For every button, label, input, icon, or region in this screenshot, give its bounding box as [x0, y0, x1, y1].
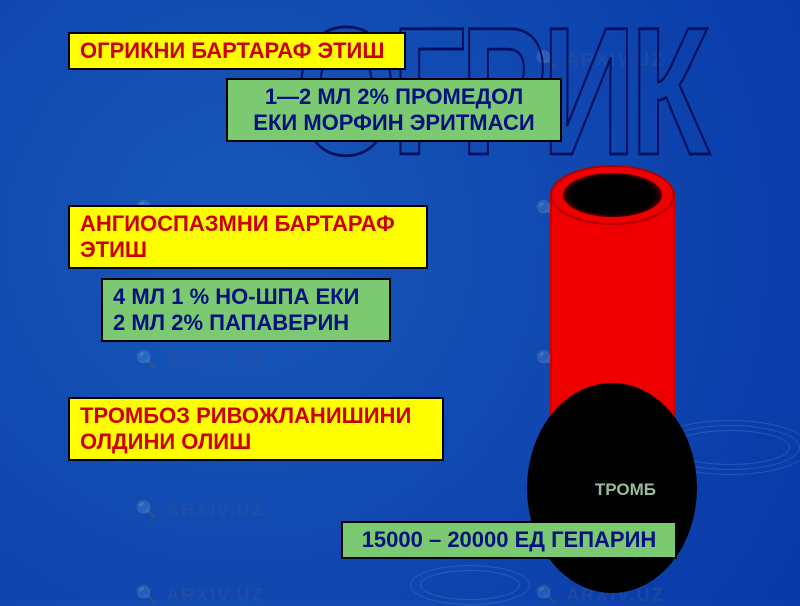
watermark-text: ARXIV.UZ: [135, 350, 264, 371]
box-text: ОГРИКНИ БАРТАРАФ ЭТИШ: [80, 38, 384, 63]
heparin-box: 15000 – 20000 ЕД ГЕПАРИН: [341, 521, 677, 559]
box-line: 4 МЛ 1 % НО-ШПА ЕКИ: [113, 284, 379, 310]
thrombosis-prevention-heading: ТРОМБОЗ РИВОЖЛАНИШИНИ ОЛДИНИ ОЛИШ: [68, 397, 444, 461]
box-line: 2 МЛ 2% ПАПАВЕРИН: [113, 310, 379, 336]
ripple-decoration: [410, 565, 530, 605]
watermark-text: ARXIV.UZ: [135, 585, 264, 606]
box-line: ЕКИ МОРФИН ЭРИТМАСИ: [238, 110, 550, 136]
ripple-decoration: [420, 570, 520, 600]
box-line: ЭТИШ: [80, 237, 416, 263]
thrombus-label: ТРОМБ: [595, 480, 656, 500]
box-line: АНГИОСПАЗМНИ БАРТАРАФ: [80, 211, 416, 237]
promedol-morphine-box: 1—2 МЛ 2% ПРОМЕДОЛ ЕКИ МОРФИН ЭРИТМАСИ: [226, 78, 562, 142]
box-text: 15000 – 20000 ЕД ГЕПАРИН: [362, 527, 657, 552]
watermark-row: ARXIV.UZ ARXIV.UZ: [0, 350, 800, 371]
box-line: ТРОМБОЗ РИВОЖЛАНИШИНИ: [80, 403, 432, 429]
cylinder-lumen: [563, 173, 662, 217]
noshpa-papaverin-box: 4 МЛ 1 % НО-ШПА ЕКИ 2 МЛ 2% ПАПАВЕРИН: [101, 278, 391, 342]
box-line: 1—2 МЛ 2% ПРОМЕДОЛ: [238, 84, 550, 110]
watermark-row: ARXIV.UZ ARXIV.UZ: [0, 585, 800, 606]
watermark-text: ARXIV.UZ: [135, 500, 264, 521]
angiospasm-heading: АНГИОСПАЗМНИ БАРТАРАФ ЭТИШ: [68, 205, 428, 269]
box-line: ОЛДИНИ ОЛИШ: [80, 429, 432, 455]
pain-relief-heading: ОГРИКНИ БАРТАРАФ ЭТИШ: [68, 32, 406, 70]
